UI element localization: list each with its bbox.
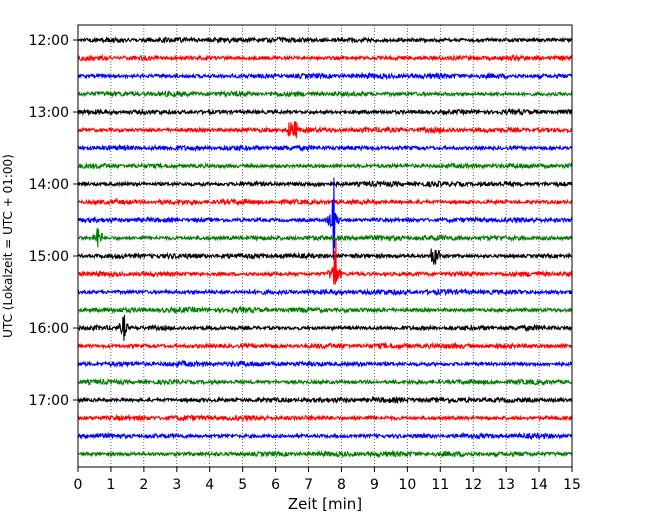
trace-rows xyxy=(77,35,573,459)
trace-row-20 xyxy=(77,395,573,405)
trace-row-4 xyxy=(77,107,573,117)
trace-row-15 xyxy=(77,305,573,315)
x-ticks: 0 1 2 3 4 5 6 7 8 9 10 11 12 13 14 15 xyxy=(74,467,581,493)
x-tick-label: 5 xyxy=(238,477,247,493)
trace-row-7 xyxy=(77,161,573,171)
y-ticks: 12:00 13:00 14:00 15:00 16:00 17:00 xyxy=(29,33,78,409)
x-tick-label: 6 xyxy=(271,477,280,493)
trace-row-13 xyxy=(77,239,573,285)
y-tick-label: 13:00 xyxy=(29,105,69,121)
y-tick-label: 14:00 xyxy=(29,177,69,193)
trace-row-18 xyxy=(77,359,573,369)
trace-row-1 xyxy=(77,53,573,63)
x-tick-label: 12 xyxy=(464,477,482,493)
trace-row-19 xyxy=(77,377,573,387)
x-tick-label: 15 xyxy=(563,477,581,493)
trace-row-0 xyxy=(77,35,573,45)
trace-row-5 xyxy=(77,121,573,139)
y-tick-label: 16:00 xyxy=(29,321,69,337)
y-tick-label: 15:00 xyxy=(29,249,69,265)
y-tick-label: 12:00 xyxy=(29,33,69,49)
trace-row-10 xyxy=(77,177,573,260)
x-tick-label: 2 xyxy=(139,477,148,493)
trace-row-22 xyxy=(77,431,573,441)
x-tick-label: 0 xyxy=(74,477,83,493)
trace-row-21 xyxy=(77,413,573,423)
trace-row-6 xyxy=(77,143,573,153)
plot-frame xyxy=(77,24,573,468)
x-axis-label: Zeit [min] xyxy=(288,495,362,513)
trace-row-23 xyxy=(77,449,573,459)
trace-row-8 xyxy=(77,179,573,189)
x-tick-label: 8 xyxy=(337,477,346,493)
trace-row-11 xyxy=(77,228,573,248)
trace-row-3 xyxy=(77,89,573,99)
x-tick-label: 14 xyxy=(530,477,548,493)
trace-row-16 xyxy=(77,314,573,341)
y-tick-label: 17:00 xyxy=(29,393,69,409)
trace-row-14 xyxy=(77,287,573,297)
x-tick-label: 9 xyxy=(370,477,379,493)
trace-row-9 xyxy=(77,197,573,207)
x-tick-label: 7 xyxy=(304,477,313,493)
x-tick-label: 11 xyxy=(431,477,449,493)
trace-row-17 xyxy=(77,341,573,351)
x-tick-label: 4 xyxy=(205,477,214,493)
trace-row-2 xyxy=(77,71,573,81)
x-tick-label: 13 xyxy=(497,477,515,493)
x-tick-label: 3 xyxy=(172,477,181,493)
trace-row-12 xyxy=(77,248,573,265)
x-tick-label: 1 xyxy=(106,477,115,493)
x-tick-label: 10 xyxy=(398,477,416,493)
y-axis-label: UTC (Lokalzeit = UTC + 01:00) xyxy=(1,154,15,338)
